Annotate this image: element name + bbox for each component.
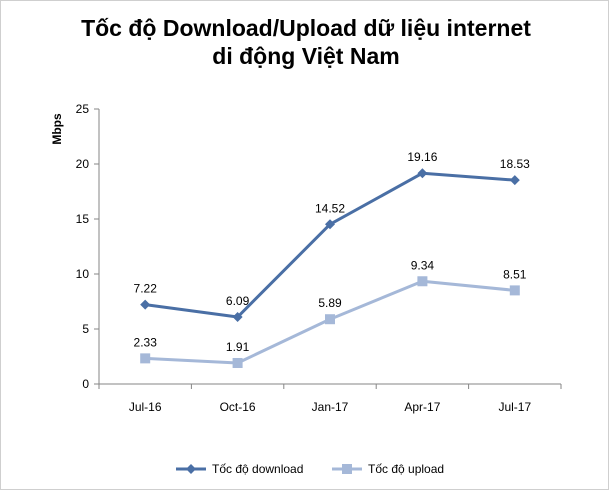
data-label: 19.16 <box>407 150 437 164</box>
chart-title-line-2: di động Việt Nam <box>212 43 399 69</box>
data-point <box>325 314 335 325</box>
data-label: 14.52 <box>315 201 345 215</box>
data-point <box>140 299 151 310</box>
legend-marker <box>186 464 196 474</box>
legend-label: Tốc độ download <box>212 462 303 476</box>
data-point <box>417 276 428 287</box>
x-tick-label: Oct-16 <box>220 400 256 414</box>
series-diamond <box>140 168 520 323</box>
y-tick-label: 25 <box>76 102 90 116</box>
data-label: 9.34 <box>411 258 435 272</box>
series-square <box>140 276 520 368</box>
chart-title-line-1: Tốc độ Download/Upload dữ liệu internet <box>81 15 531 41</box>
y-axis-title: Mbps <box>50 113 64 145</box>
data-point <box>140 353 151 364</box>
data-point <box>509 175 520 186</box>
legend-item: Tốc độ upload <box>332 462 444 476</box>
axes: 0 5 10 15 20 25 Jul-16 Oct-16 Jan-17 Apr-17 Jul-17 <box>76 102 562 414</box>
y-tick-label: 10 <box>76 267 90 281</box>
legend-label: Tốc độ upload <box>368 462 444 476</box>
data-point <box>417 168 428 179</box>
y-tick-label: 5 <box>82 322 89 336</box>
data-label: 6.09 <box>226 294 250 308</box>
data-label: 2.33 <box>134 335 158 349</box>
data-point <box>325 219 335 230</box>
x-tick-label: Jan-17 <box>312 400 349 414</box>
y-tick-label: 20 <box>76 157 90 171</box>
data-label: 5.89 <box>318 296 342 310</box>
data-label: 18.53 <box>500 157 530 171</box>
legend-marker <box>342 464 352 474</box>
x-tick-label: Jul-17 <box>498 400 531 414</box>
series-layer <box>140 168 520 368</box>
x-tick-label: Jul-16 <box>129 400 162 414</box>
legend-item: Tốc độ download <box>176 462 303 476</box>
data-label: 7.22 <box>134 282 158 296</box>
y-tick-label: 15 <box>76 212 90 226</box>
data-point <box>232 357 243 368</box>
data-point <box>509 285 520 296</box>
data-label: 1.91 <box>226 340 250 354</box>
data-labels: 7.22 6.09 14.52 19.16 18.53 2.33 1.91 5.89 9.34 8… <box>134 150 531 354</box>
legend: Tốc độ download Tốc độ upload <box>176 462 444 476</box>
data-label: 8.51 <box>503 267 527 281</box>
x-tick-label: Apr-17 <box>404 400 440 414</box>
y-tick-label: 0 <box>82 377 89 391</box>
data-point <box>232 312 243 323</box>
